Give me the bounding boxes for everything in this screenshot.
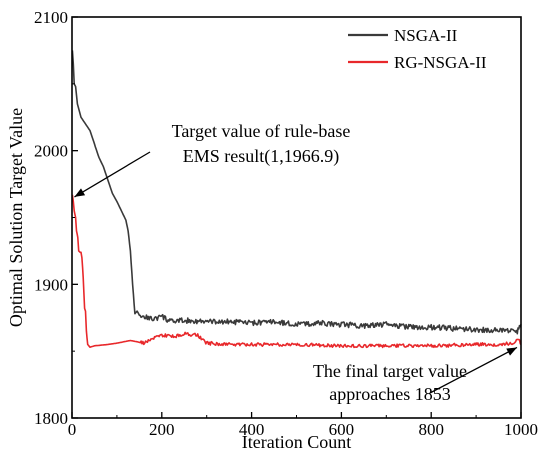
y-tick-label: 1800 xyxy=(34,409,68,428)
axis-ticks: 0 200 400 600 800 1000 1800 1900 2000 2100 xyxy=(34,8,538,439)
annotation-2-line-1: The final target value xyxy=(313,361,467,381)
y-axis-title: Optimal Solution Target Value xyxy=(6,108,26,327)
x-tick-label: 800 xyxy=(418,420,444,439)
annotation-1-arrow xyxy=(74,151,151,198)
y-tick-label: 2100 xyxy=(34,8,68,27)
annotation-2-arrow xyxy=(429,346,518,394)
legend-label-rg-nsga-ii: RG-NSGA-II xyxy=(394,53,487,72)
y-tick-label: 1900 xyxy=(34,275,68,294)
annotation-1-arrowhead xyxy=(74,188,86,197)
x-axis-title: Iteration Count xyxy=(242,432,351,452)
x-tick-label: 0 xyxy=(68,420,77,439)
x-tick-label: 200 xyxy=(149,420,175,439)
x-tick-label: 1000 xyxy=(504,420,538,439)
series-line-rg-nsga-ii xyxy=(71,194,522,349)
y-tick-label: 2000 xyxy=(34,142,68,161)
series-line-nsga-ii xyxy=(71,50,522,335)
annotations: Target value of rule-base EMS result(1,1… xyxy=(74,121,518,404)
annotation-1-line-2: EMS result(1,1966.9) xyxy=(183,146,340,167)
annotation-2-line-2: approaches 1853 xyxy=(329,384,450,404)
annotation-1-line-1: Target value of rule-base xyxy=(172,121,351,141)
plot-frame xyxy=(71,16,522,419)
annotation-2-arrowhead xyxy=(506,347,517,356)
legend: NSGA-II RG-NSGA-II xyxy=(348,26,487,72)
legend-label-nsga-ii: NSGA-II xyxy=(394,26,458,45)
x-tick-label: 600 xyxy=(329,420,355,439)
series-group xyxy=(71,50,522,349)
x-tick-label: 400 xyxy=(239,420,265,439)
